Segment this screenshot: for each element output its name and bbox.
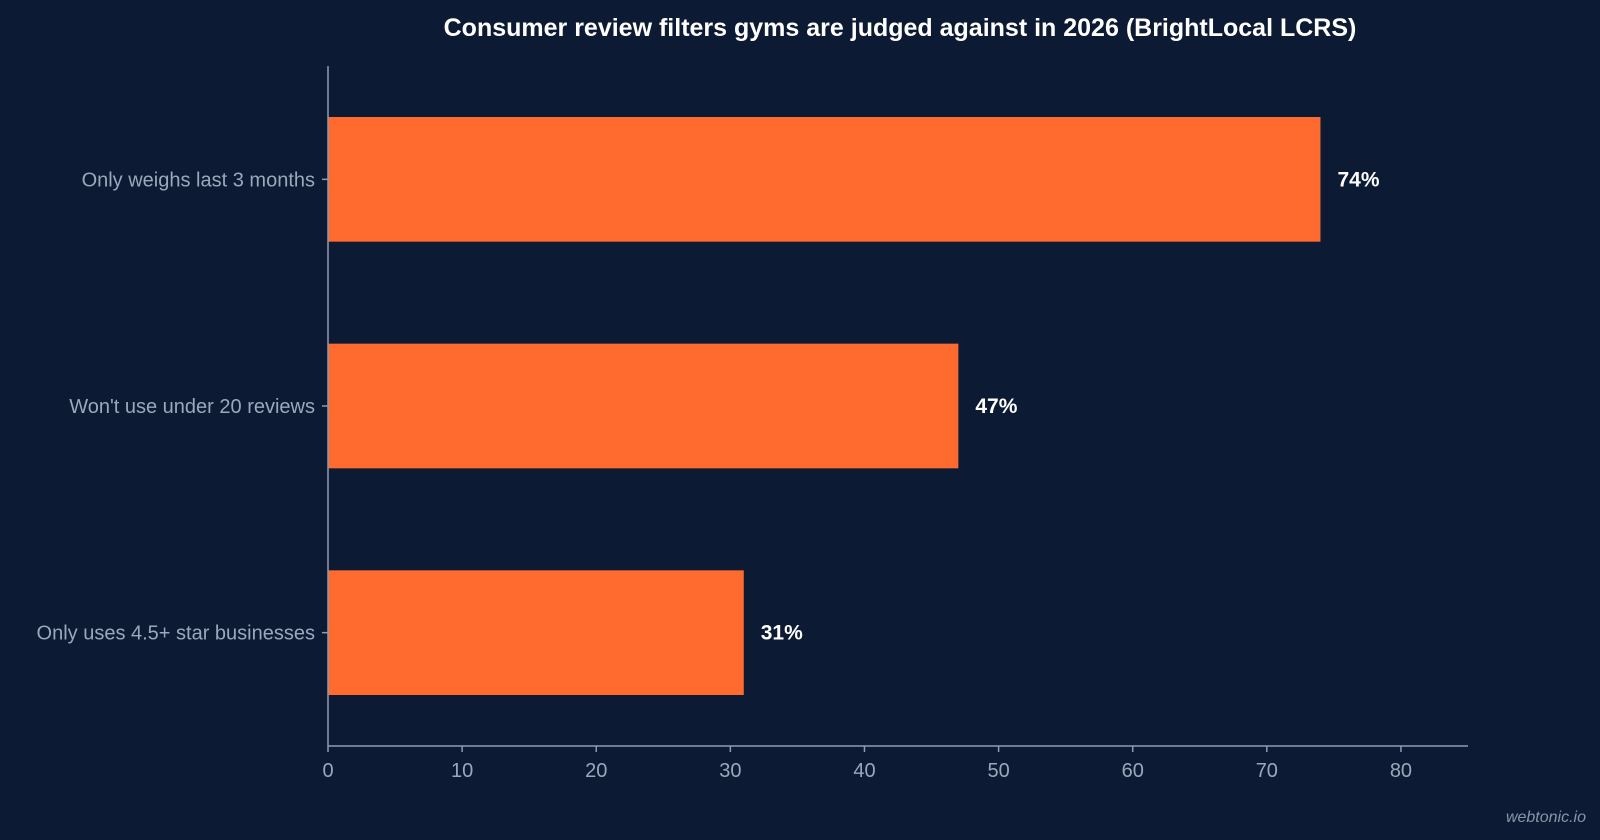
x-tick-label: 0: [322, 760, 333, 782]
chart-title: Consumer review filters gyms are judged …: [444, 14, 1357, 42]
bars-layer: 74% 47% 31%: [328, 117, 1380, 695]
x-tick-label: 60: [1122, 760, 1144, 782]
data-label: 74%: [1337, 168, 1379, 191]
axes: Only weighs last 3 months Won't use under…: [37, 66, 1468, 782]
x-tick-label: 70: [1256, 760, 1278, 782]
category-label: Only uses 4.5+ star businesses: [37, 623, 315, 645]
bar: [328, 117, 1321, 242]
data-label: 31%: [761, 622, 803, 645]
x-tick-label: 10: [451, 760, 473, 782]
bar: [328, 343, 959, 469]
x-tick-label: 40: [853, 760, 875, 782]
x-tick-label: 20: [585, 760, 607, 782]
x-tick-label: 80: [1390, 760, 1412, 782]
category-label: Only weighs last 3 months: [82, 169, 315, 191]
x-tick-label: 30: [719, 760, 741, 782]
x-tick-label: 50: [987, 760, 1009, 782]
watermark: webtonic.io: [1506, 809, 1586, 826]
bar: [328, 570, 744, 695]
data-label: 47%: [975, 395, 1017, 418]
category-label: Won't use under 20 reviews: [69, 396, 315, 418]
